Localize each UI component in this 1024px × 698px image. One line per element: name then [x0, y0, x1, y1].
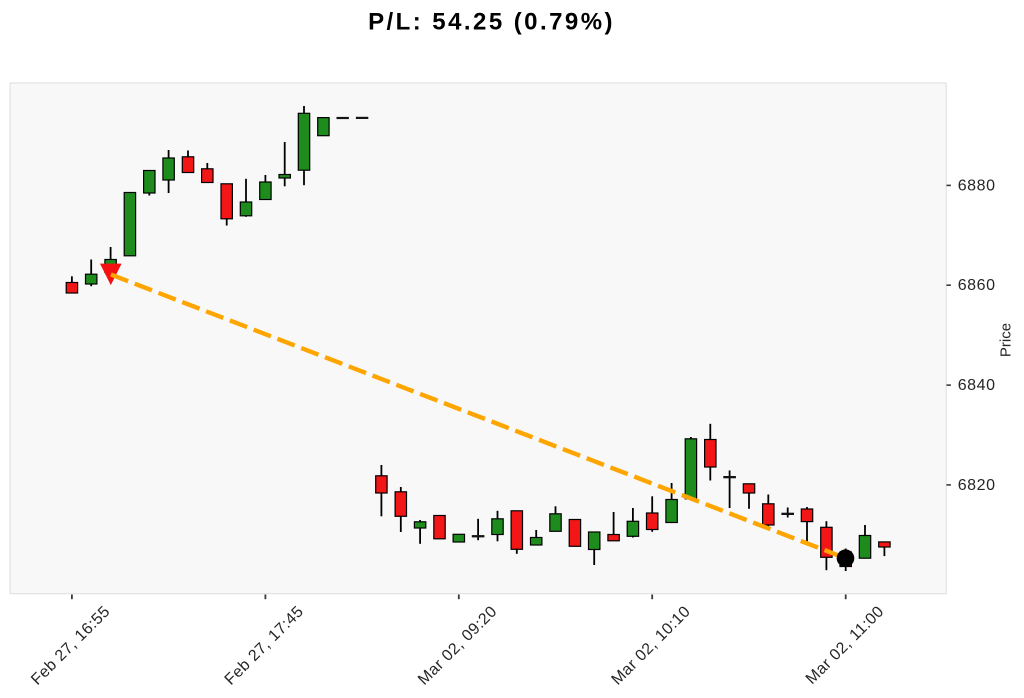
- svg-text:6820: 6820: [958, 477, 996, 494]
- svg-text:6840: 6840: [958, 377, 996, 394]
- svg-text:6880: 6880: [958, 177, 996, 194]
- svg-text:Price: Price: [998, 323, 1015, 357]
- svg-text:P/L: 54.25 (0.79%): P/L: 54.25 (0.79%): [368, 9, 615, 36]
- svg-text:6860: 6860: [958, 277, 996, 294]
